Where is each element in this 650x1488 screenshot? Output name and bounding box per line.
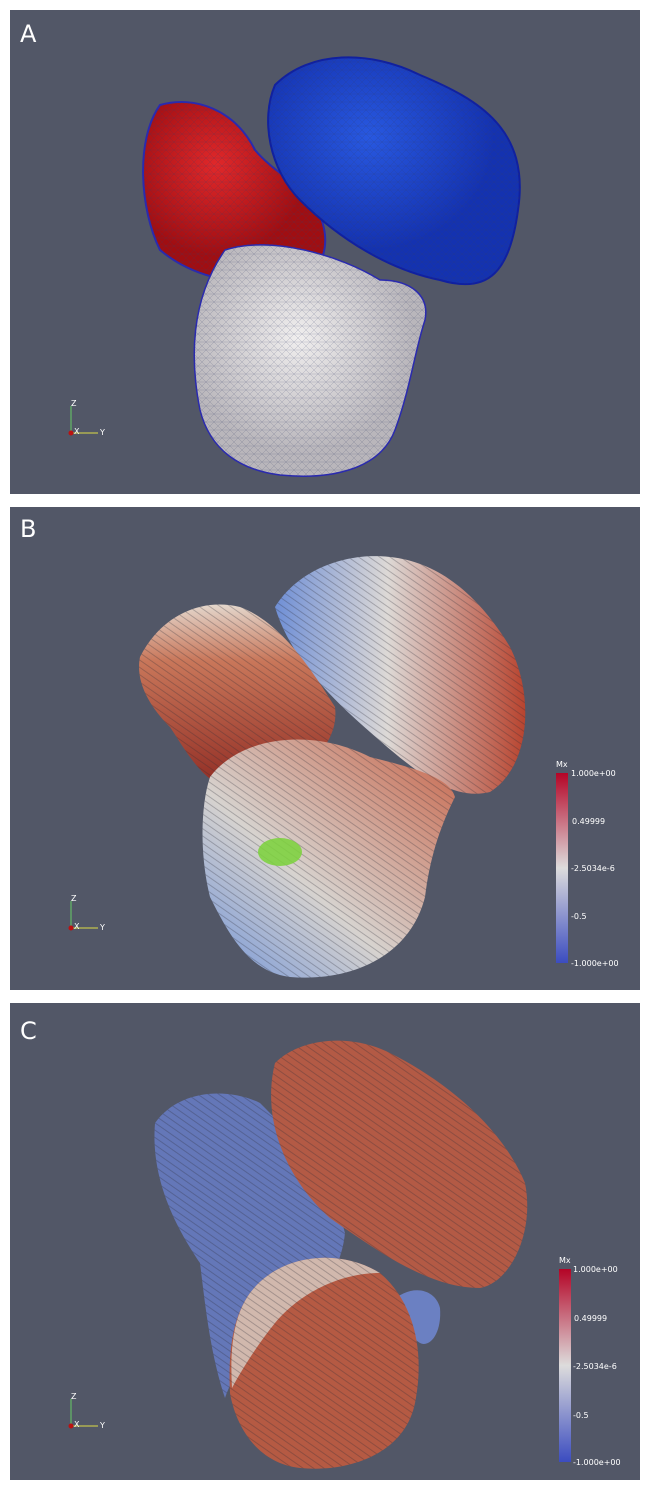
colorbar-title: Mx: [556, 760, 568, 769]
axis-label: Z: [71, 399, 77, 408]
colorbar-tick: 0.49999: [574, 1314, 607, 1323]
colorbar-tick: 1.000e+00: [573, 1265, 618, 1274]
panel-label: B: [20, 515, 36, 543]
axis-label: X: [74, 427, 80, 436]
axis-x: [69, 1424, 74, 1429]
arrows: [230, 1258, 419, 1469]
colorbar-tick: -1.000e+00: [571, 959, 619, 968]
panel: B Z X Y Mx 1.000e+00 0.49999 -2.5034e-6 …: [10, 507, 640, 990]
panel-label: C: [20, 1017, 37, 1045]
colorbar-tick: -2.5034e-6: [573, 1362, 617, 1371]
panel: A Z X Y: [10, 10, 640, 494]
axis-label: Z: [71, 1392, 77, 1401]
axis-label: X: [74, 1420, 80, 1429]
axis-x: [69, 431, 74, 436]
colorbar-title: Mx: [559, 1256, 571, 1265]
colorbar-tick: -2.5034e-6: [571, 864, 615, 873]
colorbar-tick: -0.5: [571, 912, 587, 921]
colorbar-tick: -0.5: [573, 1411, 589, 1420]
highlight: [258, 838, 302, 866]
axis-label: Z: [71, 894, 77, 903]
colorbar-tick: -1.000e+00: [573, 1458, 621, 1467]
axis-label: Y: [99, 923, 105, 932]
colorbar-gradient: [559, 1269, 571, 1462]
figure: A Z X Y B Z X Y Mx 1.000e+00 0.49999 -2.…: [0, 0, 650, 1488]
axis-label: Y: [99, 1421, 105, 1430]
axis-x: [69, 926, 74, 931]
panel: C Z X Y Mx 1.000e+00 0.49999 -2.5034e-6 …: [10, 1003, 640, 1480]
axis-label: X: [74, 922, 80, 931]
axis-label: Y: [99, 428, 105, 437]
colorbar-gradient: [556, 773, 568, 963]
colorbar-tick: 1.000e+00: [571, 769, 616, 778]
panel-label: A: [20, 20, 37, 48]
colorbar-tick: 0.49999: [572, 817, 605, 826]
